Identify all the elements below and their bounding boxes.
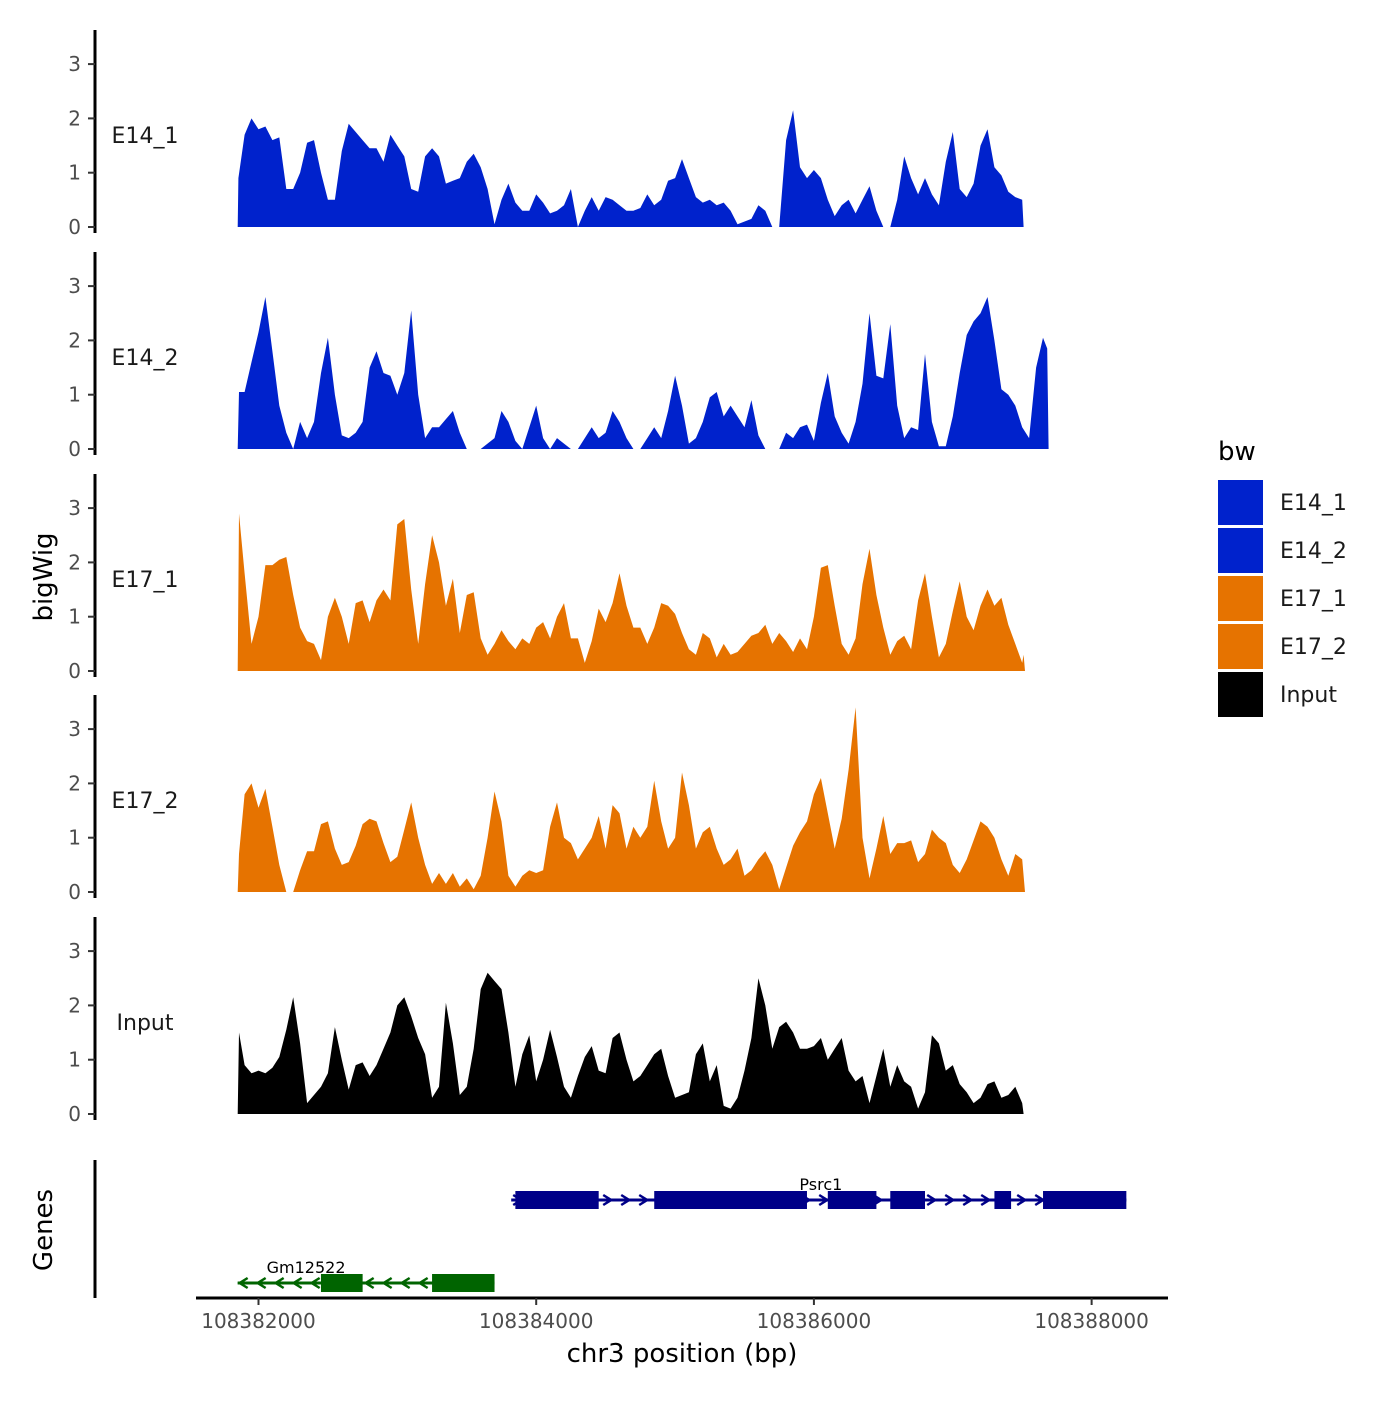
strand-chevron <box>363 1276 375 1290</box>
track-panel-E14_1: 0 1 2 3 E14_1 <box>68 30 1024 239</box>
legend-swatch-Input <box>1218 672 1263 717</box>
gene-exon <box>994 1191 1012 1209</box>
signal-area-E17_2 <box>237 707 1025 892</box>
y-tick-label: 3 <box>68 717 81 741</box>
signal-area-E14_2 <box>237 297 1049 449</box>
strand-chevron <box>381 1276 393 1290</box>
x-tick-label: 108388000 <box>1034 1309 1149 1333</box>
gene-exon <box>432 1274 495 1292</box>
y-tick-label: 1 <box>68 383 81 407</box>
y-tick-label: 2 <box>68 993 81 1017</box>
track-label-E14_2: E14_2 <box>112 346 179 371</box>
gene-exon <box>890 1191 925 1209</box>
x-tick-label: 108386000 <box>757 1309 872 1333</box>
legend-label-E14_1: E14_1 <box>1280 491 1347 516</box>
strand-chevron <box>417 1276 429 1290</box>
y-tick-label: 0 <box>68 1102 81 1126</box>
gene-exon <box>827 1191 877 1209</box>
gene-Gm12522: Gm12522 <box>237 1258 495 1292</box>
genes-panel-title: Genes <box>29 1189 59 1271</box>
strand-chevron <box>602 1193 614 1207</box>
track-label-E14_1: E14_1 <box>112 124 179 149</box>
strand-chevron <box>926 1193 938 1207</box>
track-label-Input: Input <box>117 1011 174 1036</box>
strand-chevron <box>273 1276 285 1290</box>
strand-chevron <box>309 1276 321 1290</box>
y-tick-label: 1 <box>68 161 81 185</box>
strand-chevron <box>980 1193 992 1207</box>
legend: bw E14_1 E14_2 E17_1 E17_2 Input <box>1218 437 1347 717</box>
gene-Psrc1: Psrc1 <box>511 1175 1127 1209</box>
legend-swatch-E14_1 <box>1218 480 1263 525</box>
signal-area-E14_1 <box>237 110 1024 227</box>
strand-chevron <box>818 1193 830 1207</box>
y-tick-label: 3 <box>68 496 81 520</box>
strand-chevron <box>1016 1193 1028 1207</box>
strand-chevron <box>255 1276 267 1290</box>
track-label-E17_2: E17_2 <box>112 789 179 814</box>
track-label-E17_1: E17_1 <box>112 568 179 593</box>
legend-label-E17_1: E17_1 <box>1280 587 1347 612</box>
y-tick-label: 3 <box>68 939 81 963</box>
gene-name-label: Gm12522 <box>267 1258 346 1277</box>
strand-chevron <box>944 1193 956 1207</box>
y-tick-label: 1 <box>68 1048 81 1072</box>
y-tick-label: 1 <box>68 826 81 850</box>
y-axis-title: bigWig <box>29 532 59 621</box>
y-tick-label: 2 <box>68 550 81 574</box>
x-axis: 108382000 108384000 108386000 108388000 <box>196 1296 1168 1333</box>
y-tick-label: 2 <box>68 771 81 795</box>
legend-title: bw <box>1218 437 1256 467</box>
strand-chevron <box>399 1276 411 1290</box>
x-tick-label: 108382000 <box>201 1309 316 1333</box>
gene-name-label: Psrc1 <box>799 1175 842 1194</box>
strand-chevron <box>237 1276 249 1290</box>
strand-chevron <box>291 1276 303 1290</box>
legend-swatch-E17_1 <box>1218 576 1263 621</box>
legend-swatch-E17_2 <box>1218 624 1263 669</box>
strand-chevron <box>620 1193 632 1207</box>
y-tick-label: 0 <box>68 437 81 461</box>
y-tick-label: 2 <box>68 106 81 130</box>
signal-area-Input <box>237 972 1024 1114</box>
gene-exon <box>515 1191 599 1209</box>
gene-exon <box>1043 1191 1127 1209</box>
x-tick-label: 108384000 <box>479 1309 594 1333</box>
track-panel-E17_1: 0 1 2 3 E17_1 <box>68 474 1025 683</box>
track-panel-E14_2: 0 1 2 3 E14_2 <box>68 252 1049 461</box>
y-tick-label: 0 <box>68 659 81 683</box>
gene-exon <box>654 1191 807 1209</box>
y-tick-label: 0 <box>68 215 81 239</box>
y-tick-label: 1 <box>68 605 81 629</box>
y-tick-label: 0 <box>68 880 81 904</box>
legend-label-E14_2: E14_2 <box>1280 539 1347 564</box>
genes-panel: Psrc1 Gm12522 <box>93 1160 1127 1298</box>
legend-swatch-E14_2 <box>1218 528 1263 573</box>
legend-label-Input: Input <box>1280 683 1337 708</box>
track-panels: 0 1 2 3 E14_1 0 1 2 3 E14_2 0 1 2 3 E17_1 0 1 2 3 E17_2 0 1 2 3… <box>68 30 1049 1126</box>
y-tick-label: 3 <box>68 274 81 298</box>
strand-chevron <box>962 1193 974 1207</box>
gene-exon <box>320 1274 363 1292</box>
legend-label-E17_2: E17_2 <box>1280 635 1347 660</box>
x-axis-title: chr3 position (bp) <box>567 1339 798 1369</box>
track-panel-Input: 0 1 2 3 Input <box>68 917 1024 1126</box>
y-tick-label: 2 <box>68 328 81 352</box>
y-tick-label: 3 <box>68 52 81 76</box>
signal-area-E17_1 <box>237 513 1025 671</box>
track-panel-E17_2: 0 1 2 3 E17_2 <box>68 695 1025 904</box>
strand-chevron <box>638 1193 650 1207</box>
